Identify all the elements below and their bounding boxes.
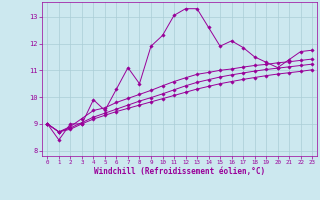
- X-axis label: Windchill (Refroidissement éolien,°C): Windchill (Refroidissement éolien,°C): [94, 167, 265, 176]
